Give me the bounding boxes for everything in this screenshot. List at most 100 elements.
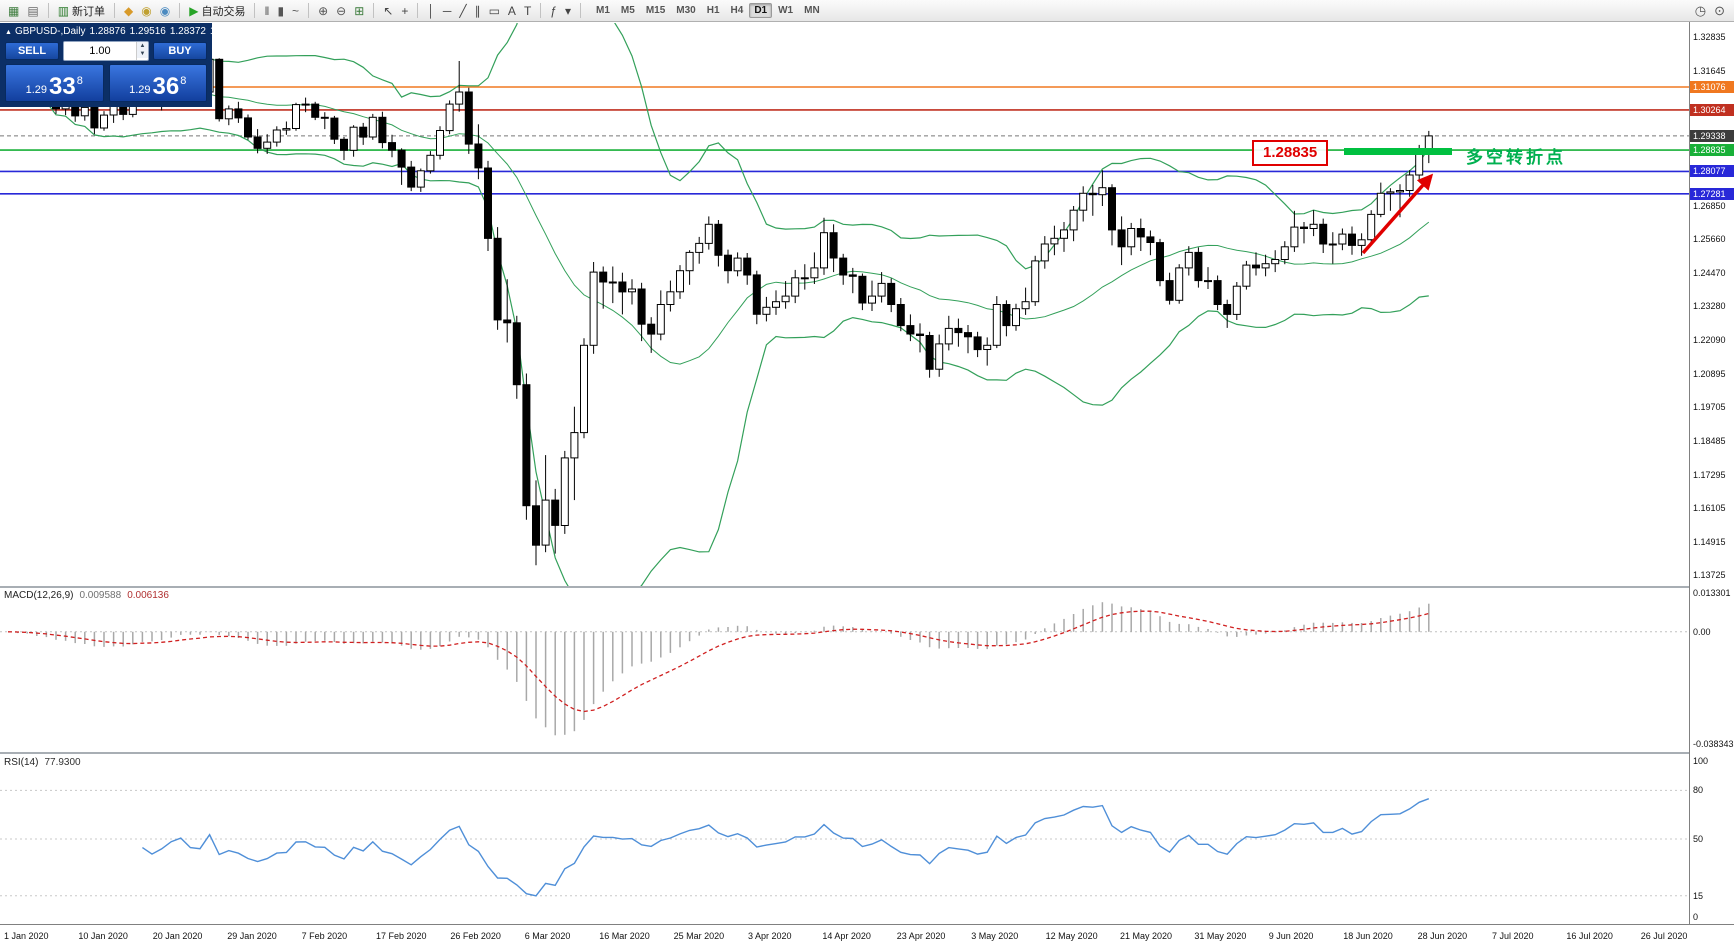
toolbar-separator <box>308 3 310 18</box>
search-icon[interactable]: ⊙ <box>1714 2 1725 18</box>
buy-price-pip: 8 <box>180 75 187 87</box>
trendline-button-icon: ╱ <box>459 3 467 18</box>
date-label: 3 May 2020 <box>971 931 1019 941</box>
date-label: 31 May 2020 <box>1194 931 1247 941</box>
shapes-button[interactable]: ▭ <box>486 4 503 18</box>
bars-mode-button[interactable]: ‖ <box>261 4 272 18</box>
date-axis[interactable]: 1 Jan 2020 10 Jan 2020 20 Jan 2020 29 Jan 2… <box>0 924 1734 949</box>
volume-input[interactable] <box>64 42 136 60</box>
line-mode-button[interactable]: ~ <box>289 4 302 18</box>
rsi-scale-label: 0 <box>1693 912 1699 922</box>
price-callout-box[interactable]: 1.28835 <box>1252 140 1329 166</box>
toolbar-separator <box>114 3 116 18</box>
cursor-button-icon: ↖ <box>383 3 394 18</box>
volume-up-button[interactable]: ▲ <box>136 42 148 50</box>
toolbar-separator <box>254 3 256 18</box>
zoom-out-button[interactable]: ⊖ <box>333 4 349 18</box>
hline-price-badge: 1.30264 <box>1690 103 1734 116</box>
hline-price-badge: 1.27281 <box>1690 187 1734 200</box>
rsi-name: RSI(14) <box>4 757 39 768</box>
date-label: 28 Jun 2020 <box>1417 931 1468 941</box>
community-button[interactable]: ◉ <box>157 4 173 18</box>
timeframe-m30-button[interactable]: M30 <box>676 5 696 16</box>
price-tick-label: 1.22090 <box>1693 334 1726 345</box>
date-label: 26 Jul 2020 <box>1640 931 1688 941</box>
candles-mode-button[interactable]: ▮ <box>274 4 287 18</box>
text-button[interactable]: A <box>505 4 519 18</box>
high-value: 1.29516 <box>129 26 166 37</box>
rsi-indicator-label: RSI(14) 77.9300 <box>4 757 81 768</box>
deposit-button[interactable]: ◆ <box>121 4 136 18</box>
trendline-button[interactable]: ╱ <box>456 4 469 18</box>
buy-price-button[interactable]: 1.29 36 8 <box>108 64 207 102</box>
timeframe-d1-button[interactable]: D1 <box>749 3 773 18</box>
timeframe-m15-button[interactable]: M15 <box>645 5 666 16</box>
tile-windows-button[interactable]: ⊞ <box>351 4 367 18</box>
rsi-value: 77.9300 <box>44 757 81 768</box>
profiles-button[interactable]: ▤ <box>24 4 41 18</box>
price-tick-label: 1.31645 <box>1693 65 1726 76</box>
channel-button-icon: ∥ <box>474 3 481 18</box>
date-label: 7 Jul 2020 <box>1492 931 1534 941</box>
low-value: 1.28372 <box>169 26 206 37</box>
toolbar-separator <box>179 3 181 18</box>
zoom-in-button[interactable]: ⊕ <box>315 4 331 18</box>
price-tick-label: 1.26850 <box>1693 200 1726 211</box>
date-label: 1 Jan 2020 <box>4 931 49 941</box>
indicators-button[interactable]: ƒ <box>547 4 560 18</box>
crosshair-button[interactable]: + <box>398 4 411 18</box>
cursor-button[interactable]: ↖ <box>380 4 396 18</box>
collapse-panel-icon[interactable]: ▲ <box>5 29 12 36</box>
panel-separator-macd[interactable] <box>0 586 1689 588</box>
price-chart-canvas[interactable] <box>0 0 1689 949</box>
trend-arrow <box>1361 173 1434 255</box>
timeframe-h1-button[interactable]: H1 <box>706 5 720 16</box>
autotrading-button[interactable]: ▶ 自动交易 <box>186 2 248 20</box>
toolbar-separator <box>580 3 581 18</box>
funds-button[interactable]: ◉ <box>138 4 154 18</box>
toolbar-right-icons: ◷ ⊙ <box>1695 3 1729 19</box>
arrows-button[interactable]: T <box>521 4 534 18</box>
timeframe-mn-button[interactable]: MN <box>804 5 820 16</box>
hline-price-badge: 1.28835 <box>1690 144 1734 157</box>
price-tick-label: 1.18485 <box>1693 436 1726 447</box>
autotrading-button-label: 自动交易 <box>201 5 246 18</box>
timeframe-m5-button[interactable]: M5 <box>620 5 635 16</box>
hline-price-badge: 1.31076 <box>1690 81 1734 93</box>
new-order-button[interactable]: ▥ 新订单 <box>55 2 108 20</box>
date-label: 14 Apr 2020 <box>822 931 871 941</box>
clock-icon[interactable]: ◷ <box>1694 2 1707 18</box>
crosshair-button-icon: + <box>401 3 409 18</box>
toolbar-separator <box>373 3 375 18</box>
price-tick-label: 1.32835 <box>1693 32 1726 43</box>
text-button-icon: A <box>507 3 516 18</box>
price-tick-label: 1.19705 <box>1693 402 1726 413</box>
sell-button[interactable]: SELL <box>5 42 59 60</box>
date-label: 20 Jan 2020 <box>152 931 203 941</box>
timeframe-w1-button[interactable]: W1 <box>778 5 794 16</box>
main-price-panel <box>0 23 1689 586</box>
volume-down-button[interactable]: ▼ <box>136 50 148 58</box>
price-tick-label: 1.16105 <box>1693 503 1726 514</box>
price-tick-label: 1.24470 <box>1693 267 1726 278</box>
date-label: 10 Jan 2020 <box>78 931 128 941</box>
buy-button[interactable]: BUY <box>153 42 207 60</box>
timeframe-m1-button[interactable]: M1 <box>596 5 610 16</box>
annotation-note-text[interactable]: 多空转折点 <box>1466 148 1566 167</box>
horizontal-line-button[interactable]: ─ <box>440 4 455 18</box>
sell-price-button[interactable]: 1.29 33 8 <box>5 64 104 102</box>
funds-button-icon: ◉ <box>141 3 152 18</box>
indicators-dropdown[interactable]: ▾ <box>562 4 574 18</box>
open-value: 1.28876 <box>89 26 126 37</box>
date-label: 25 Mar 2020 <box>673 931 725 941</box>
new-chart-button[interactable]: ▦ <box>5 4 22 18</box>
vertical-line-button[interactable]: │ <box>424 4 438 18</box>
panel-separator-rsi[interactable] <box>0 752 1689 754</box>
rsi-scale-label: 80 <box>1693 785 1704 796</box>
candles-mode-button-icon: ▮ <box>277 3 285 18</box>
price-scale-axis[interactable]: 1.32835 1.31645 1.26850 1.25660 1.24470 1.232… <box>1689 22 1734 924</box>
sell-price-pip: 8 <box>76 75 83 87</box>
timeframe-h4-button[interactable]: H4 <box>730 5 744 16</box>
channel-button[interactable]: ∥ <box>472 4 484 18</box>
